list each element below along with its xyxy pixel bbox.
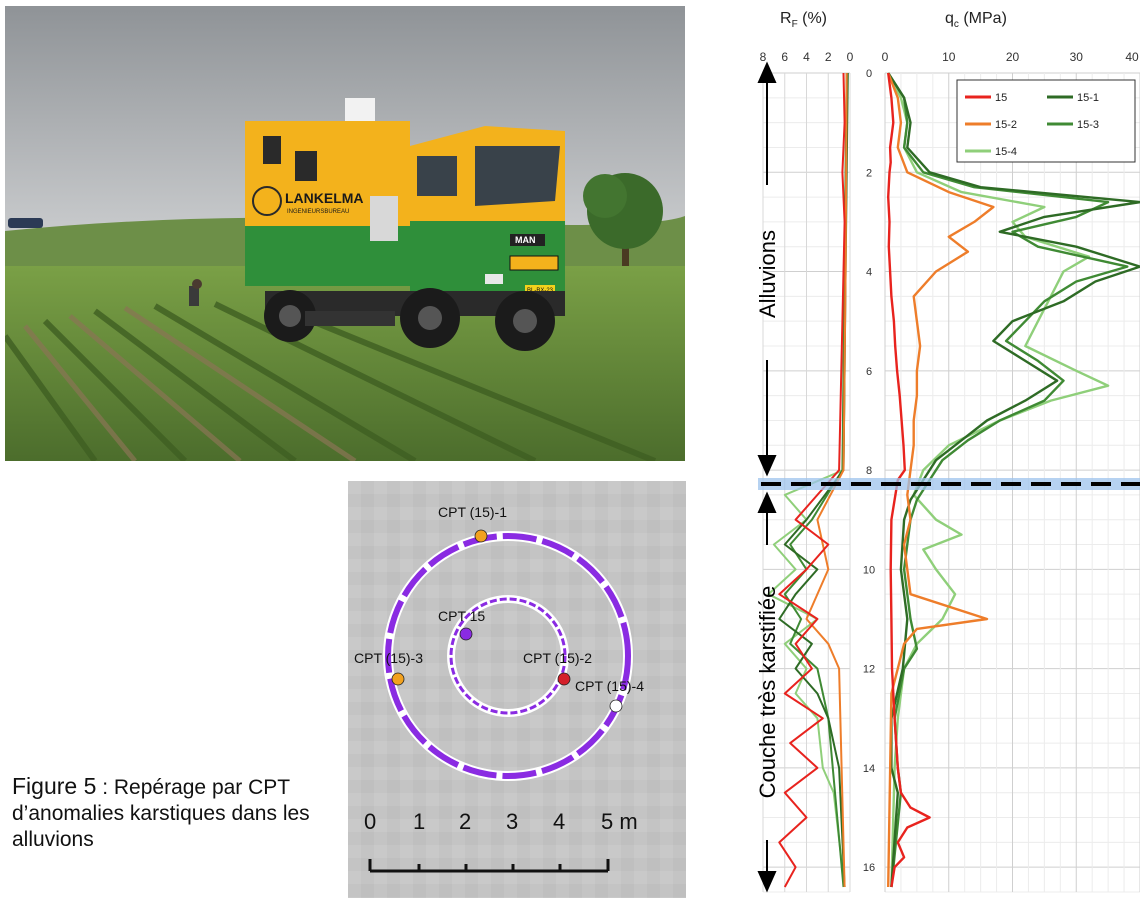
chart-legend: 15 15-1 15-2 15-3 15-4	[956, 79, 1136, 163]
legend-label-15-3: 15-3	[1077, 119, 1099, 131]
layer-label-alluvions: Alluvions	[755, 230, 780, 318]
depth-tick-label: 12	[863, 664, 875, 676]
legend-label-15-1: 15-1	[1077, 92, 1099, 104]
rf-tick-label: 2	[825, 50, 832, 64]
qc-line-15-4	[887, 72, 1110, 888]
point-cpt-15-3	[391, 672, 405, 686]
field-worker	[189, 279, 202, 306]
depth-tick-label: 4	[866, 267, 872, 279]
rf-tick-label: 4	[803, 50, 810, 64]
depth-tick-label: 2	[866, 167, 872, 179]
depth-tick-label: 16	[863, 862, 875, 874]
depth-tick-bg	[861, 463, 877, 477]
depth-tick-label: 8	[866, 465, 872, 477]
point-cpt-15-1	[474, 529, 488, 543]
scale-tick-1: 1	[413, 809, 425, 834]
map-svg: CPT (15)-1 CPT 15 CPT (15)-2 CPT (15)-3 …	[348, 481, 686, 898]
depth-tick-bg	[861, 760, 877, 774]
truck-brand-text: LANKELMA	[285, 190, 364, 206]
label-cpt-15: CPT 15	[438, 608, 485, 624]
depth-tick-bg	[861, 661, 877, 675]
rf-line-15-3	[783, 72, 848, 888]
scale-tick-0: 0	[364, 809, 376, 834]
chart-svg: RF (%) qc (MPa) 8 6 4 2 0 0 10 20 30 400246810121…	[755, 10, 1140, 893]
soil-furrows	[23, 305, 357, 461]
inner-ring	[449, 597, 567, 715]
cpt-truck: LANKELMA INGENIEURSBUREAU MAN BL-BX-23	[245, 98, 565, 351]
photo-illustration: LANKELMA INGENIEURSBUREAU MAN BL-BX-23	[5, 6, 685, 461]
legend-label-15-2: 15-2	[995, 119, 1017, 131]
cpt-truck-photo: LANKELMA INGENIEURSBUREAU MAN BL-BX-23	[5, 6, 685, 461]
rf-tick-label: 8	[760, 50, 767, 64]
qc-tick-label: 40	[1125, 50, 1139, 64]
layer-arrows	[757, 61, 777, 893]
point-cpt-15	[459, 627, 473, 641]
truck-make-text: MAN	[515, 235, 536, 245]
parked-car	[8, 218, 43, 228]
rf-tick-label: 0	[847, 50, 854, 64]
depth-tick-bg	[861, 66, 877, 79]
outer-ring	[385, 533, 631, 779]
depth-tick-label: 0	[866, 68, 872, 80]
qc-tick-label: 30	[1070, 50, 1084, 64]
legend-box	[956, 79, 1136, 163]
qc-tick-label: 10	[942, 50, 956, 64]
map-scale: 0 1 2 3 4 5 m	[364, 809, 638, 834]
rf-line-15-2	[805, 72, 848, 888]
qc-axis-title: qc (MPa)	[945, 10, 1007, 30]
qc-line-15	[886, 72, 931, 888]
figure-caption-text: : Repérage par CPT d’anomalies karstique…	[12, 776, 310, 851]
depth-tick-label: 6	[866, 366, 872, 378]
legend-label-15-4: 15-4	[995, 146, 1017, 158]
chart-series	[767, 72, 1140, 888]
point-cpt-15-2	[557, 672, 571, 686]
qc-tick-label: 0	[882, 50, 889, 64]
map-background	[348, 481, 686, 898]
depth-tick-bg	[861, 264, 877, 278]
cpt-location-map: CPT (15)-1 CPT 15 CPT (15)-2 CPT (15)-3 …	[348, 481, 686, 898]
depth-tick-label: 14	[863, 763, 875, 775]
label-cpt-15-1: CPT (15)-1	[438, 504, 507, 520]
windshield	[475, 146, 560, 206]
tree	[583, 173, 663, 266]
rf-line-15	[778, 72, 846, 888]
scale-tick-4: 4	[553, 809, 565, 834]
qc-tick-label: 20	[1006, 50, 1020, 64]
qc-line-15-2	[887, 72, 995, 888]
rf-axis-title: RF (%)	[780, 10, 827, 30]
figure-caption: Figure 5 : Repérage par CPT d’anomalies …	[12, 774, 312, 852]
label-cpt-15-3: CPT (15)-3	[354, 650, 423, 666]
label-cpt-15-4: CPT (15)-4	[575, 678, 644, 694]
label-cpt-15-2: CPT (15)-2	[523, 650, 592, 666]
scale-tick-3: 3	[506, 809, 518, 834]
scale-tick-2: 2	[459, 809, 471, 834]
legend-label-15: 15	[995, 92, 1007, 104]
scale-tick-5: 5 m	[601, 809, 638, 834]
scale-bar	[368, 859, 610, 873]
depth-tick-bg	[861, 165, 877, 179]
depth-tick-bg	[861, 562, 877, 576]
depth-tick-bg	[861, 363, 877, 377]
qc-line-15-1	[887, 72, 1140, 888]
cpt-profile-chart: RF (%) qc (MPa) 8 6 4 2 0 0 10 20 30 40 0 2 4 6 8 10 12 1…	[695, 0, 1140, 898]
layer-label-karst: Couche très karstifiée	[755, 586, 780, 799]
depth-tick-bg	[861, 860, 877, 874]
truck-subtitle-text: INGENIEURSBUREAU	[287, 209, 349, 215]
rf-tick-label: 6	[781, 50, 788, 64]
side-panel	[370, 196, 398, 241]
depth-tick-label: 10	[863, 564, 875, 576]
point-cpt-15-4	[609, 699, 623, 713]
figure-label: Figure 5	[12, 773, 97, 799]
